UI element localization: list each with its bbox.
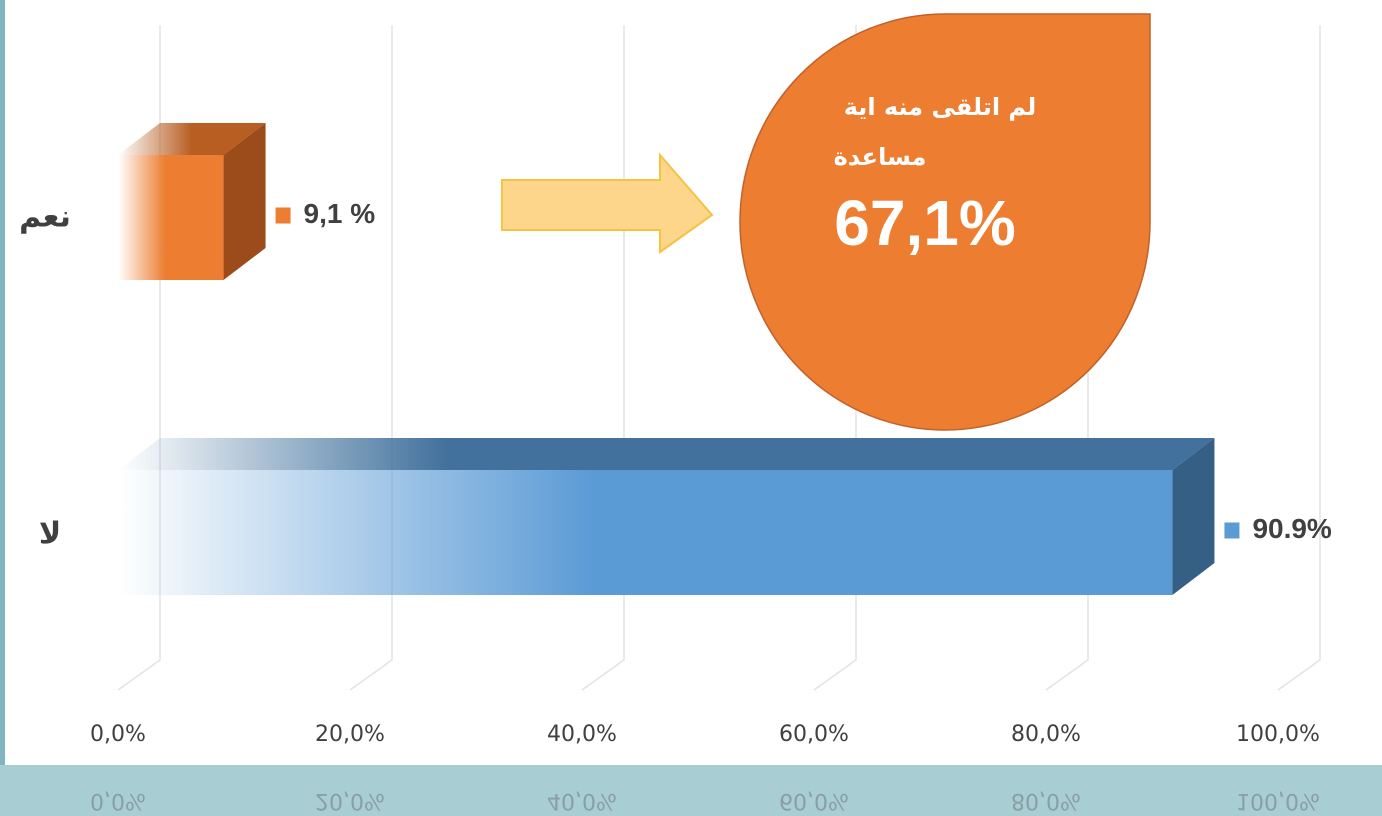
x-tick-label: 100,0% [1236,722,1320,747]
category-label: نعم [19,200,71,235]
x-tick-reflection: 60,0% [779,788,849,813]
arrow [501,152,714,254]
legend-key [275,207,291,224]
x-tick-label: 0,0% [90,722,146,747]
x-tick-label: 60,0% [779,722,849,747]
callout-value: 67,1% [834,187,1015,259]
callout-line: مساعدة [834,143,927,171]
bars [118,123,1215,595]
x-tick-reflection: 20,0% [315,788,385,813]
grid-line [1277,25,1321,691]
callout [739,13,1151,431]
category-label: لا [39,517,61,552]
bottom-band [0,765,1382,816]
bar [118,155,224,280]
grid-line [581,25,625,691]
x-tick-reflection: 40,0% [547,788,617,813]
legend-key [1224,522,1240,539]
bar-top [118,123,266,155]
bar [118,470,1173,595]
bar-side [223,123,266,280]
callout-line: لم اتلقى منه اية [844,93,1037,121]
x-tick-reflection: 80,0% [1011,788,1081,813]
bar-top [118,438,1215,470]
x-tick-label: 40,0% [547,722,617,747]
value-label: 90.9% [1252,513,1331,544]
value-label: 9,1 % [304,198,376,229]
bar-side [1172,438,1215,595]
grid-line [349,25,393,691]
x-tick-label: 80,0% [1011,722,1081,747]
left-border [0,0,5,816]
x-tick-reflection: 0,0% [90,788,146,813]
x-tick-reflection: 100,0% [1236,788,1320,813]
x-tick-label: 20,0% [315,722,385,747]
